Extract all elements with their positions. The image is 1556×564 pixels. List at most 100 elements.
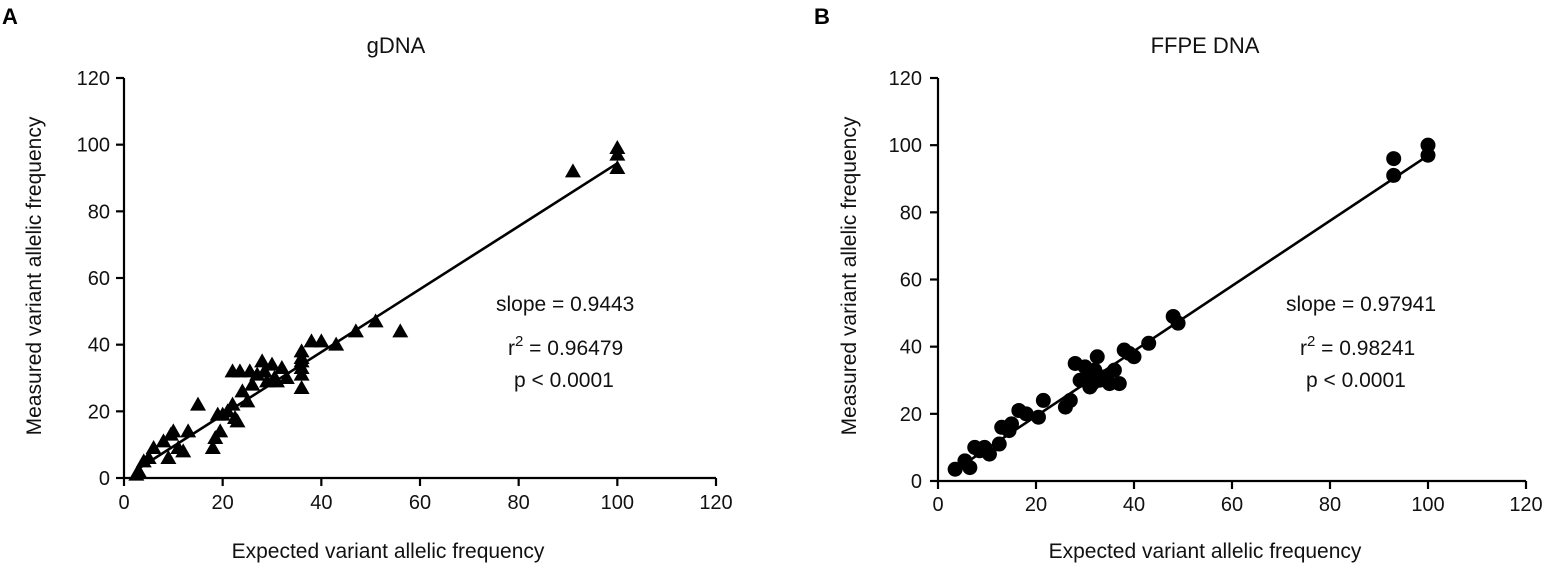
panel-a-data-point [392, 323, 409, 338]
panel-b-data-point [1062, 392, 1078, 408]
panel-b-y-tick-label-0: 0 [911, 471, 922, 493]
panel-a-data-point [313, 333, 330, 348]
panel-a-y-tick-label-100: 100 [77, 135, 110, 157]
panel-a-data-point [140, 450, 157, 464]
panel-b-y-ticks: 0 20 40 60 80 100 120 [889, 68, 938, 493]
panel-a-data-point [145, 440, 162, 454]
panel-a-data-point [229, 413, 246, 428]
panel-a-data-point [367, 313, 384, 328]
panel-b-data-point [1420, 137, 1436, 153]
panel-a-data-point [130, 463, 147, 478]
panel-b-x-tick-label-20: 20 [1025, 494, 1047, 516]
panel-b-y-tick-label-100: 100 [889, 135, 922, 157]
panel-a-y-tick-label-40: 40 [88, 335, 110, 357]
panel-a-letter: A [2, 4, 18, 29]
panel-a-data-point [180, 423, 197, 438]
panel-a-x-tick-label-120: 120 [699, 492, 732, 514]
panel-a-data-point [264, 356, 280, 371]
panel-a-y-tick-label-80: 80 [88, 201, 110, 223]
panel-b-data-point [1170, 315, 1186, 331]
panel-b-data-point [947, 461, 963, 477]
panel-b-r-squared-text: r2 = 0.98241 [1300, 333, 1415, 360]
panel-b-data-point [1018, 406, 1034, 422]
panel-b-x-tick-label-100: 100 [1411, 494, 1444, 516]
panel-b-slope-text: slope = 0.97941 [1286, 293, 1436, 316]
panel-a-data-point [328, 336, 345, 351]
panel-b-x-tick-label-120: 120 [1509, 494, 1542, 516]
panel-a-p-value-text: p < 0.0001 [514, 369, 614, 392]
panel-a-data-point [293, 343, 310, 358]
panel-a-data-point [278, 370, 295, 384]
panel-b-data-point [1386, 151, 1402, 167]
panel-b-data-point [1089, 349, 1105, 365]
panel-b-x-ticks: 0 20 40 60 80 100 120 [932, 481, 1543, 516]
panel-a-data-points [128, 140, 626, 481]
panel-a-x-tick-label-80: 80 [508, 492, 530, 514]
panel-a-data-point [564, 163, 581, 178]
panel-b-x-tick-label-60: 60 [1221, 494, 1243, 516]
panel-b-data-point [981, 446, 997, 462]
panel-b-data-point [1035, 392, 1051, 408]
panel-b-letter: B [814, 4, 830, 29]
panel-b-data-point [1111, 376, 1127, 392]
panel-b-y-tick-label-80: 80 [900, 202, 922, 224]
panel-b-title: FFPE DNA [1151, 33, 1260, 58]
panel-a-data-point [244, 376, 261, 391]
panel-a-y-tick-label-60: 60 [88, 268, 110, 290]
panel-b-y-axis-label: Measured variant allelic frequency [838, 116, 861, 435]
panel-a-y-tick-label-20: 20 [88, 401, 110, 423]
panel-a-data-point [190, 396, 206, 411]
panel-a-y-axis-label: Measured variant allelic frequency [23, 116, 46, 435]
panel-a-slope-text: slope = 0.9443 [496, 293, 634, 316]
panel-b-data-point [991, 436, 1007, 452]
panel-a-data-point [165, 423, 182, 438]
panel-b-x-axis-label: Expected variant allelic frequency [1049, 540, 1362, 563]
panel-a-x-tick-label-60: 60 [409, 492, 431, 514]
panel-a-data-point [212, 423, 229, 438]
panel-b-data-point [1106, 362, 1122, 378]
panel-a-data-point [254, 353, 271, 368]
panel-a-data-point [347, 323, 364, 338]
panel-a-statistics: slope = 0.9443 r2 = 0.96479 p < 0.0001 [496, 293, 634, 392]
panel-a-data-point [175, 443, 192, 458]
panel-a-title: gDNA [367, 33, 426, 58]
panel-b-data-point [1386, 167, 1402, 183]
panel-a-data-point [204, 440, 221, 454]
panel-a-y-tick-label-120: 120 [77, 68, 110, 90]
panel-a-data-point [609, 160, 626, 174]
panel-b-data-point [1004, 416, 1019, 432]
panel-a-x-axis-label: Expected variant allelic frequency [232, 540, 545, 563]
panel-b-p-value-text: p < 0.0001 [1306, 369, 1406, 392]
panel-b-statistics: slope = 0.97941 r2 = 0.98241 p < 0.0001 [1286, 293, 1436, 392]
panel-a-data-point [239, 393, 256, 408]
panel-a-data-point [273, 360, 290, 374]
panel-b-y-tick-label-60: 60 [900, 270, 922, 292]
panel-a-data-point [224, 396, 241, 411]
panel-b-y-tick-label-40: 40 [900, 337, 922, 359]
panel-a-x-tick-label-0: 0 [118, 492, 129, 514]
panel-b-data-point [1141, 335, 1157, 351]
panel-b-data-point [962, 460, 978, 476]
panel-b-data-point [1126, 349, 1142, 365]
panel-a-r-squared-text: r2 = 0.96479 [508, 333, 623, 360]
panel-a-data-point [234, 383, 251, 398]
panel-a-x-tick-label-20: 20 [212, 492, 234, 514]
panel-b-x-tick-label-0: 0 [932, 494, 943, 516]
panel-b-x-tick-label-40: 40 [1123, 494, 1145, 516]
panel-a-data-point [160, 450, 177, 464]
panel-a-x-tick-label-100: 100 [601, 492, 634, 514]
panel-b-x-tick-label-80: 80 [1319, 494, 1341, 516]
panel-a-data-point [293, 380, 310, 394]
panel-a-chart: A gDNA Expected variant allelic frequenc… [2, 4, 733, 563]
panel-a-data-point [293, 353, 310, 368]
panel-a-x-ticks: 0 20 40 60 80 100 120 [118, 478, 733, 514]
panel-a-data-point [293, 366, 310, 381]
panel-a-data-point [609, 140, 626, 154]
panel-b-chart: B FFPE DNA Expected variant allelic freq… [814, 4, 1543, 563]
panel-b-data-points [947, 137, 1436, 477]
panel-b-data-point [1030, 409, 1046, 425]
panel-a-y-tick-label-0: 0 [99, 468, 110, 490]
panel-a-y-ticks: 0 20 40 60 80 100 120 [77, 68, 124, 490]
panel-b-y-tick-label-20: 20 [900, 404, 922, 426]
